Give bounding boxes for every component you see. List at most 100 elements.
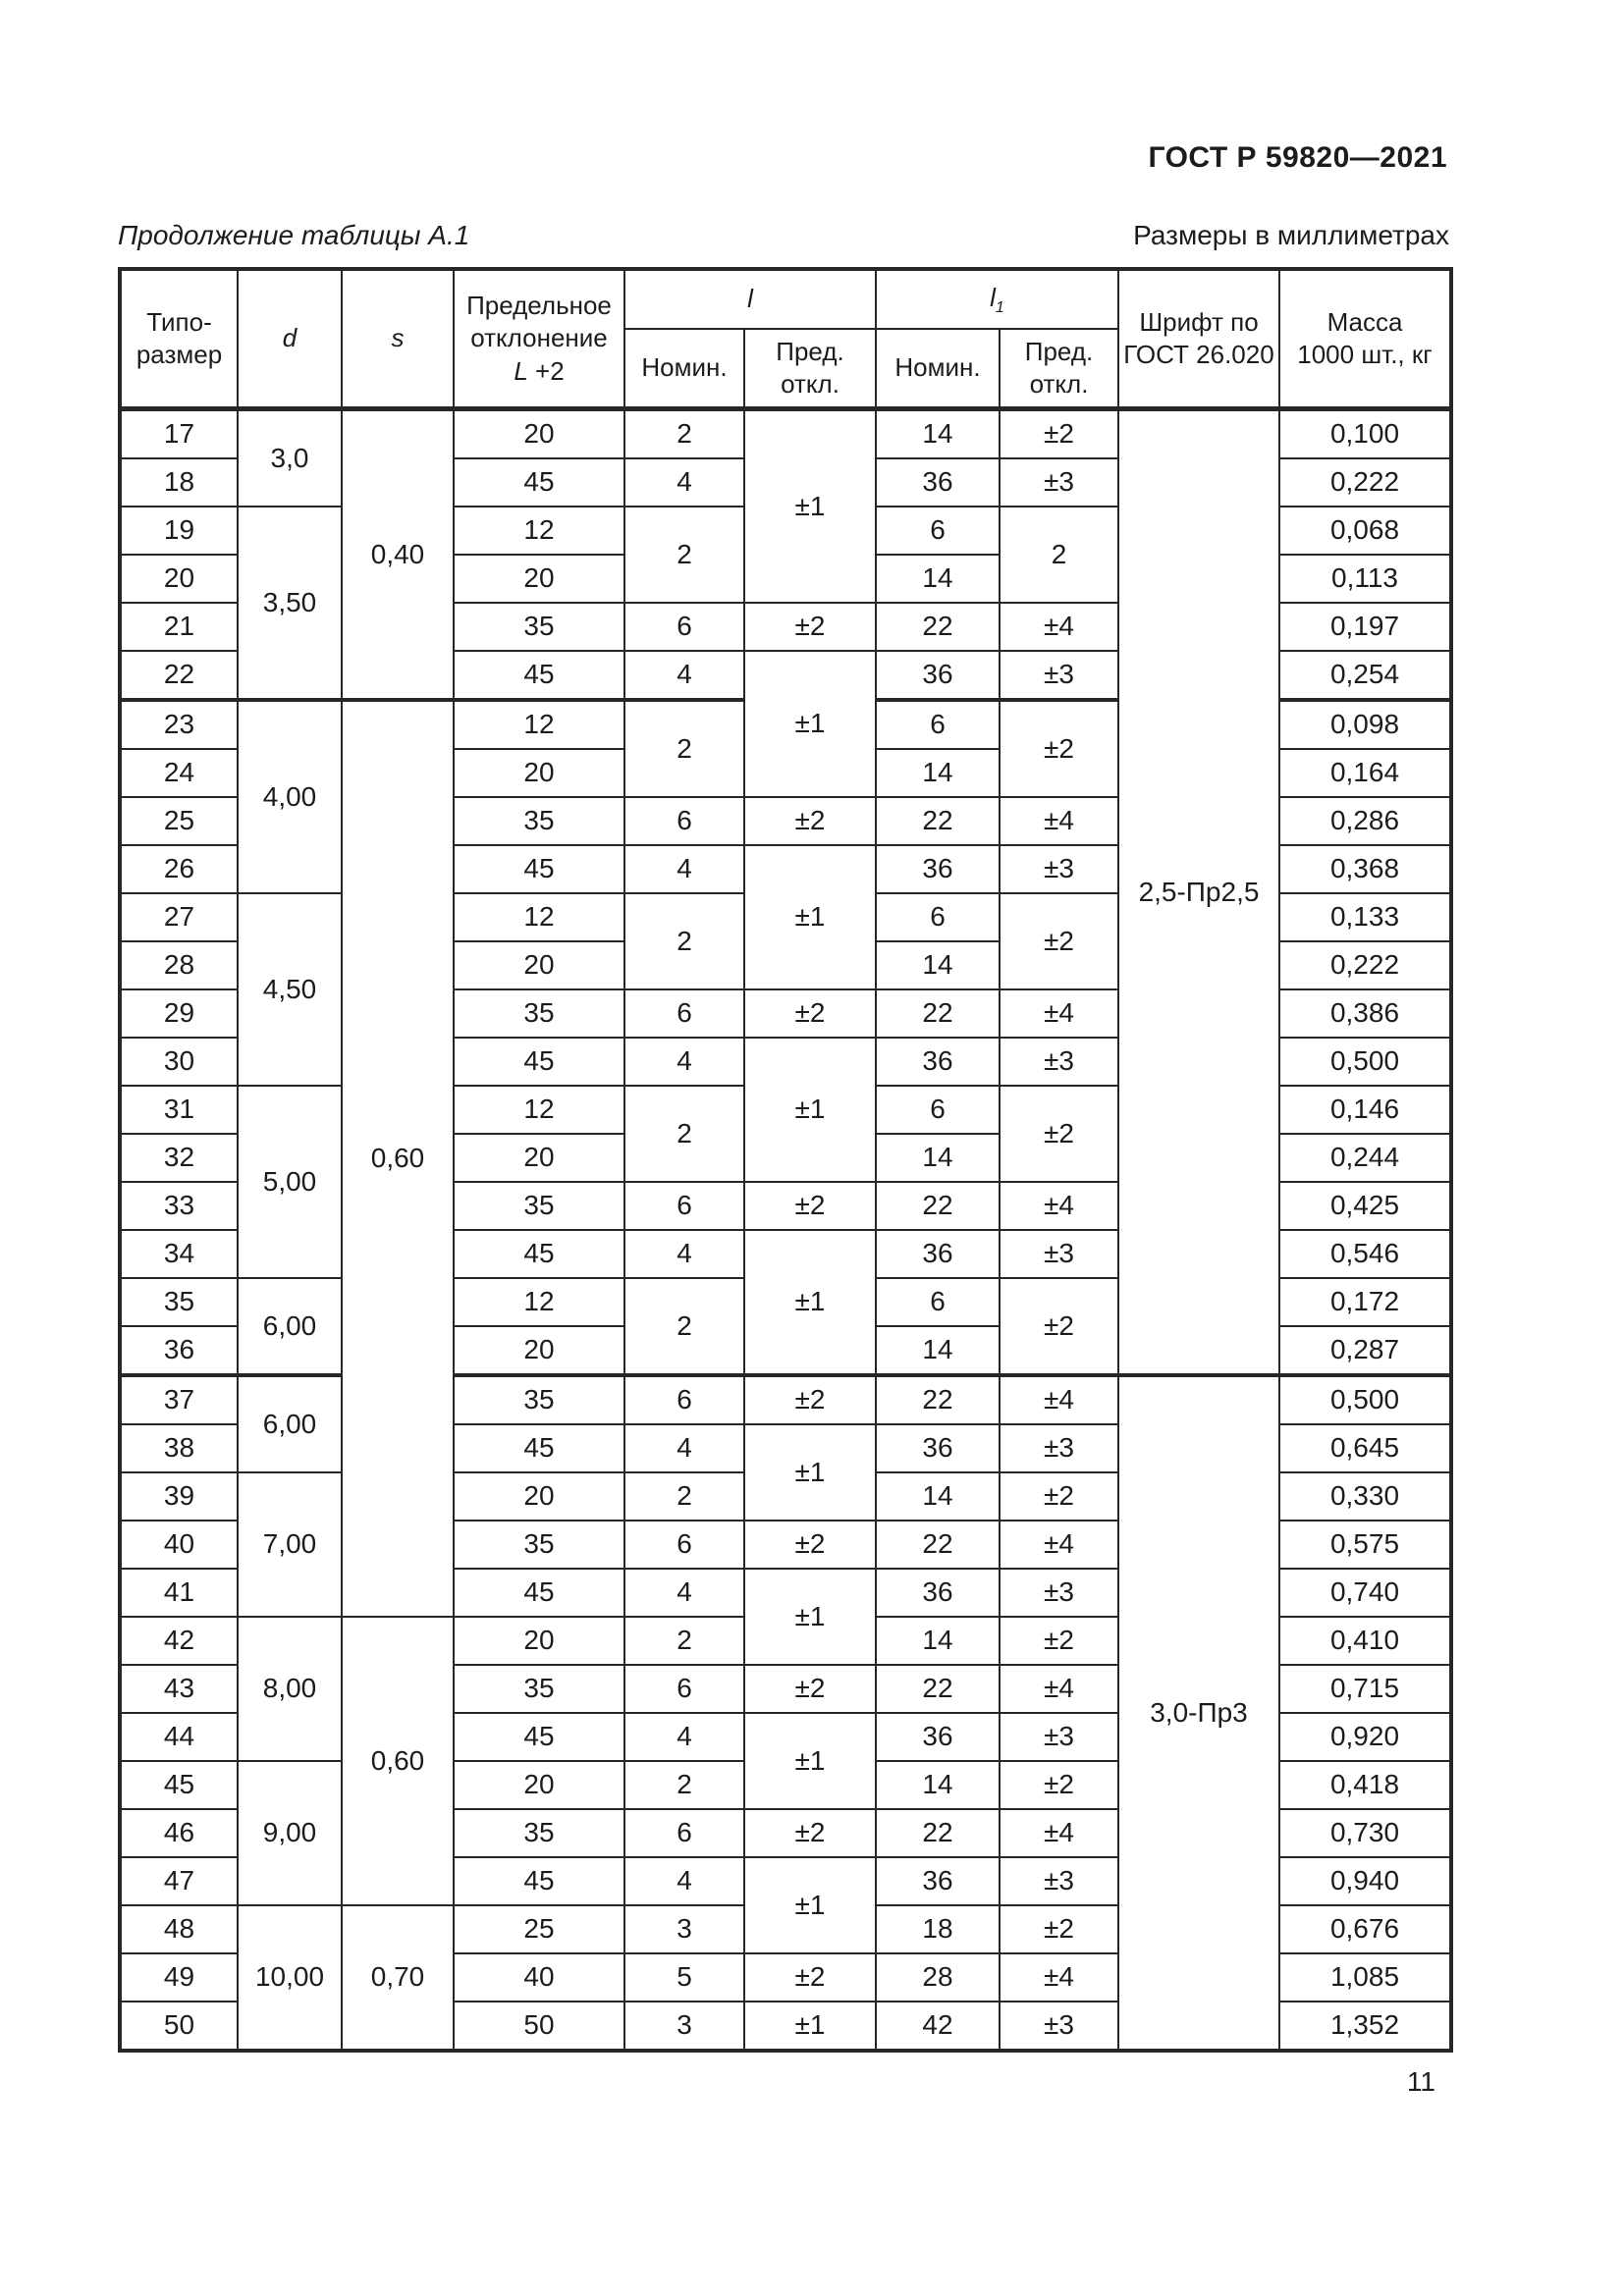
cell-l-nominal: 4: [623, 1423, 745, 1473]
cell-L-deviation: 12: [453, 1277, 625, 1327]
cell-d: 7,00: [237, 1471, 343, 1618]
cell-l1-nominal: 22: [875, 988, 1001, 1039]
header-l-nominal: Номин.: [623, 328, 745, 410]
table-row: 43 35 6 ±2 22 ±4 0,715: [119, 1664, 1452, 1714]
cell-L-deviation: 35: [453, 1808, 625, 1858]
cell-l1-nominal: 22: [875, 1808, 1001, 1858]
cell-l1-deviation: ±3: [999, 1037, 1119, 1087]
cell-mass: 0,244: [1278, 1133, 1452, 1183]
table-row: 40 35 6 ±2 22 ±4 0,575: [119, 1520, 1452, 1570]
cell-l-deviation: ±2: [743, 1520, 877, 1570]
cell-mass: 0,330: [1278, 1471, 1452, 1522]
cell-l1-deviation: ±2: [999, 1471, 1119, 1522]
cell-l1-deviation: ±2: [999, 1616, 1119, 1666]
cell-l-nominal: 2: [623, 1616, 745, 1666]
header-l-group: l: [623, 268, 877, 330]
cell-d: 5,00: [237, 1085, 343, 1279]
header-typesize: Типо- размер: [119, 268, 239, 410]
header-L-deviation: Предельное отклонение L +2: [453, 268, 625, 410]
table-row: 24 20 14 0,164: [119, 748, 1452, 798]
units-note: Размеры в миллиметрах: [1133, 220, 1449, 250]
cell-typesize: 35: [119, 1277, 239, 1327]
table-row: 28 20 14 0,222: [119, 940, 1452, 990]
cell-l1-deviation: ±2: [999, 1760, 1119, 1810]
table-row: 27 4,50 12 2 6 ±2 0,133: [119, 892, 1452, 1087]
cell-L-deviation: 20: [453, 940, 625, 990]
table-body: 17 3,0 0,40 20 2 ±1 14 ±2 2,5-Пр2,5 0,100 18 45 4 36 ±…: [119, 406, 1452, 2052]
table-row: 37 6,00 35 6 ±2 22 ±4 3,0-Пр3 0,500: [119, 1373, 1452, 2052]
cell-d: 3,50: [237, 506, 343, 701]
cell-mass: 0,645: [1278, 1423, 1452, 1473]
cell-font: 2,5-Пр2,5: [1117, 406, 1280, 1376]
cell-l1-deviation: ±4: [999, 796, 1119, 846]
header-mass: Масса 1000 шт., кг: [1278, 268, 1452, 410]
cell-typesize: 18: [119, 457, 239, 507]
cell-l-deviation: ±2: [743, 988, 877, 1039]
table-row: 49 40 5 ±2 28 ±4 1,085: [119, 1952, 1452, 2002]
cell-typesize: 27: [119, 892, 239, 942]
header-row-1: Типо- размер d s Предельное отклонение L…: [119, 268, 1452, 410]
cell-l-deviation: ±1: [743, 1712, 877, 1810]
cell-l1-deviation: ±3: [999, 1712, 1119, 1762]
cell-typesize: 17: [119, 406, 239, 459]
cell-mass: 1,352: [1278, 2001, 1452, 2052]
cell-s: 0,60: [341, 1616, 455, 1906]
cell-l-nominal: 4: [623, 1229, 745, 1279]
header-row-2: Номин. Пред. откл. Номин. Пред. откл.: [120, 328, 1451, 410]
header-l1-group: l1: [875, 268, 1119, 330]
cell-l-nominal: 4: [623, 1568, 745, 1618]
cell-L-deviation: 45: [453, 1568, 625, 1618]
cell-l-nominal: 6: [623, 1808, 745, 1858]
cell-L-deviation: 45: [453, 1712, 625, 1762]
cell-mass: 0,386: [1278, 988, 1452, 1039]
cell-mass: 0,546: [1278, 1229, 1452, 1279]
table-row: 30 45 4 ±1 36 ±3 0,500: [119, 1037, 1452, 1183]
table-row: 21 35 6 ±2 22 ±4 0,197: [119, 602, 1452, 652]
cell-d: 9,00: [237, 1760, 343, 1906]
cell-l1-deviation: ±3: [999, 457, 1119, 507]
cell-d: 8,00: [237, 1616, 343, 1762]
cell-mass: 0,164: [1278, 748, 1452, 798]
cell-l1-deviation: ±3: [999, 1423, 1119, 1473]
cell-mass: 0,100: [1278, 406, 1452, 459]
table-row: 48 10,00 0,70 25 3 18 ±2 0,676: [119, 1904, 1452, 2052]
cell-mass: 0,286: [1278, 796, 1452, 846]
cell-mass: 1,085: [1278, 1952, 1452, 2002]
cell-L-deviation: 45: [453, 1229, 625, 1279]
cell-mass: 0,410: [1278, 1616, 1452, 1666]
cell-l-nominal: 2: [623, 406, 745, 459]
cell-l1-deviation: ±3: [999, 1568, 1119, 1618]
cell-mass: 0,222: [1278, 457, 1452, 507]
cell-l1-deviation: ±3: [999, 844, 1119, 894]
table-row: 42 8,00 0,60 20 2 14 ±2 0,410: [119, 1616, 1452, 1906]
table-row: 26 45 4 ±1 36 ±3 0,368: [119, 844, 1452, 990]
cell-l-nominal: 3: [623, 2001, 745, 2052]
cell-l1-deviation: ±4: [999, 988, 1119, 1039]
cell-mass: 0,715: [1278, 1664, 1452, 1714]
cell-s: 0,60: [341, 698, 455, 1618]
cell-l-deviation: ±1: [743, 1568, 877, 1666]
cell-d: 6,00: [237, 1277, 343, 1376]
dimension-table: Типо- размер d s Предельное отклонение L…: [118, 267, 1453, 2053]
cell-l-nominal: 2: [623, 1471, 745, 1522]
cell-L-deviation: 35: [453, 602, 625, 652]
cell-l-nominal: 6: [623, 1664, 745, 1714]
cell-L-deviation: 45: [453, 1037, 625, 1087]
header-s: s: [341, 268, 455, 410]
cell-l1-nominal: 14: [875, 1616, 1001, 1666]
table-row: 47 45 4 ±1 36 ±3 0,940: [119, 1856, 1452, 1954]
cell-l1-nominal: 14: [875, 748, 1001, 798]
cell-l1-nominal: 14: [875, 1471, 1001, 1522]
cell-mass: 0,197: [1278, 602, 1452, 652]
cell-mass: 0,254: [1278, 650, 1452, 701]
cell-l1-nominal: 36: [875, 1856, 1001, 1906]
table-row: 22 45 4 ±1 36 ±3 0,254: [119, 650, 1452, 798]
cell-l1-nominal: 36: [875, 1037, 1001, 1087]
table-row: 33 35 6 ±2 22 ±4 0,425: [119, 1181, 1452, 1231]
cell-L-deviation: 40: [453, 1952, 625, 2002]
cell-typesize: 31: [119, 1085, 239, 1135]
cell-l-deviation: ±2: [743, 1373, 877, 1425]
cell-l1-nominal: 36: [875, 650, 1001, 701]
table-row: 41 45 4 ±1 36 ±3 0,740: [119, 1568, 1452, 1666]
